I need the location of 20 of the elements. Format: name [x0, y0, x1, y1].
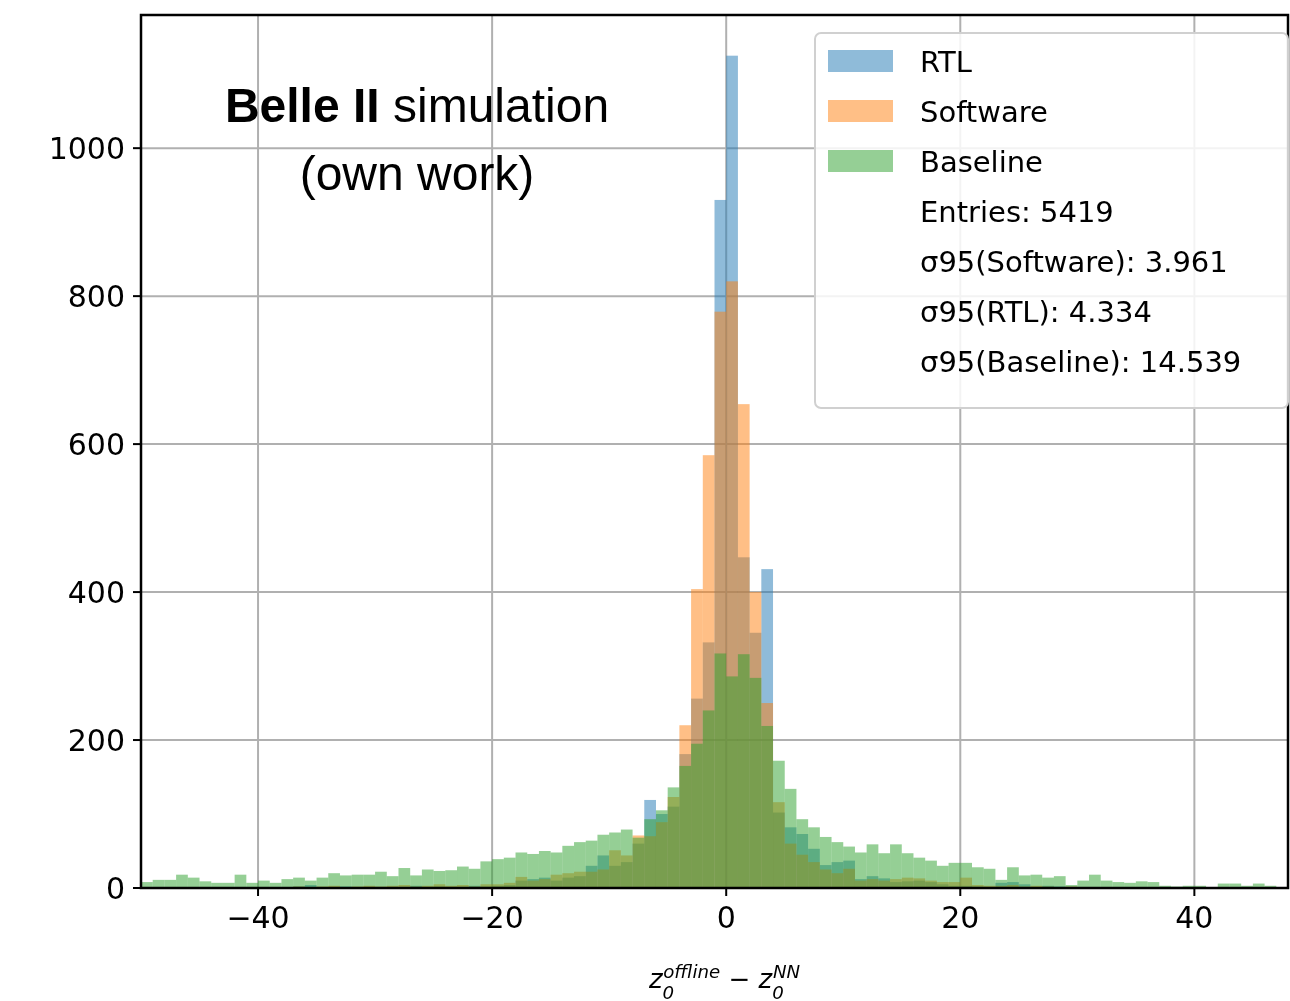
x-tick-label: −40	[226, 900, 290, 935]
y-tick-label: 400	[67, 575, 125, 611]
x-tick-label: 40	[1175, 900, 1214, 935]
annotation: σ95(Software): 3.961	[920, 245, 1228, 279]
annotation: (own work)	[299, 147, 535, 200]
y-tick-label: 1000	[48, 131, 125, 167]
legend-label: Software	[920, 95, 1048, 129]
x-tick-label: 20	[941, 900, 980, 935]
legend-label: Baseline	[920, 145, 1043, 179]
y-tick-label: 200	[67, 723, 125, 759]
y-tick-label: 0	[105, 871, 125, 906]
y-tick-label: 600	[67, 427, 125, 463]
legend-label: RTL	[920, 45, 972, 79]
y-tick-label: 800	[67, 279, 125, 315]
annotation: σ95(Baseline): 14.539	[920, 345, 1242, 379]
x-tick-label: −20	[460, 900, 524, 935]
annotation: Entries: 5419	[920, 195, 1114, 229]
x-tick-label: 0	[716, 900, 736, 935]
annotation: Belle II simulation	[224, 79, 610, 132]
annotation: σ95(RTL): 4.334	[920, 295, 1152, 329]
